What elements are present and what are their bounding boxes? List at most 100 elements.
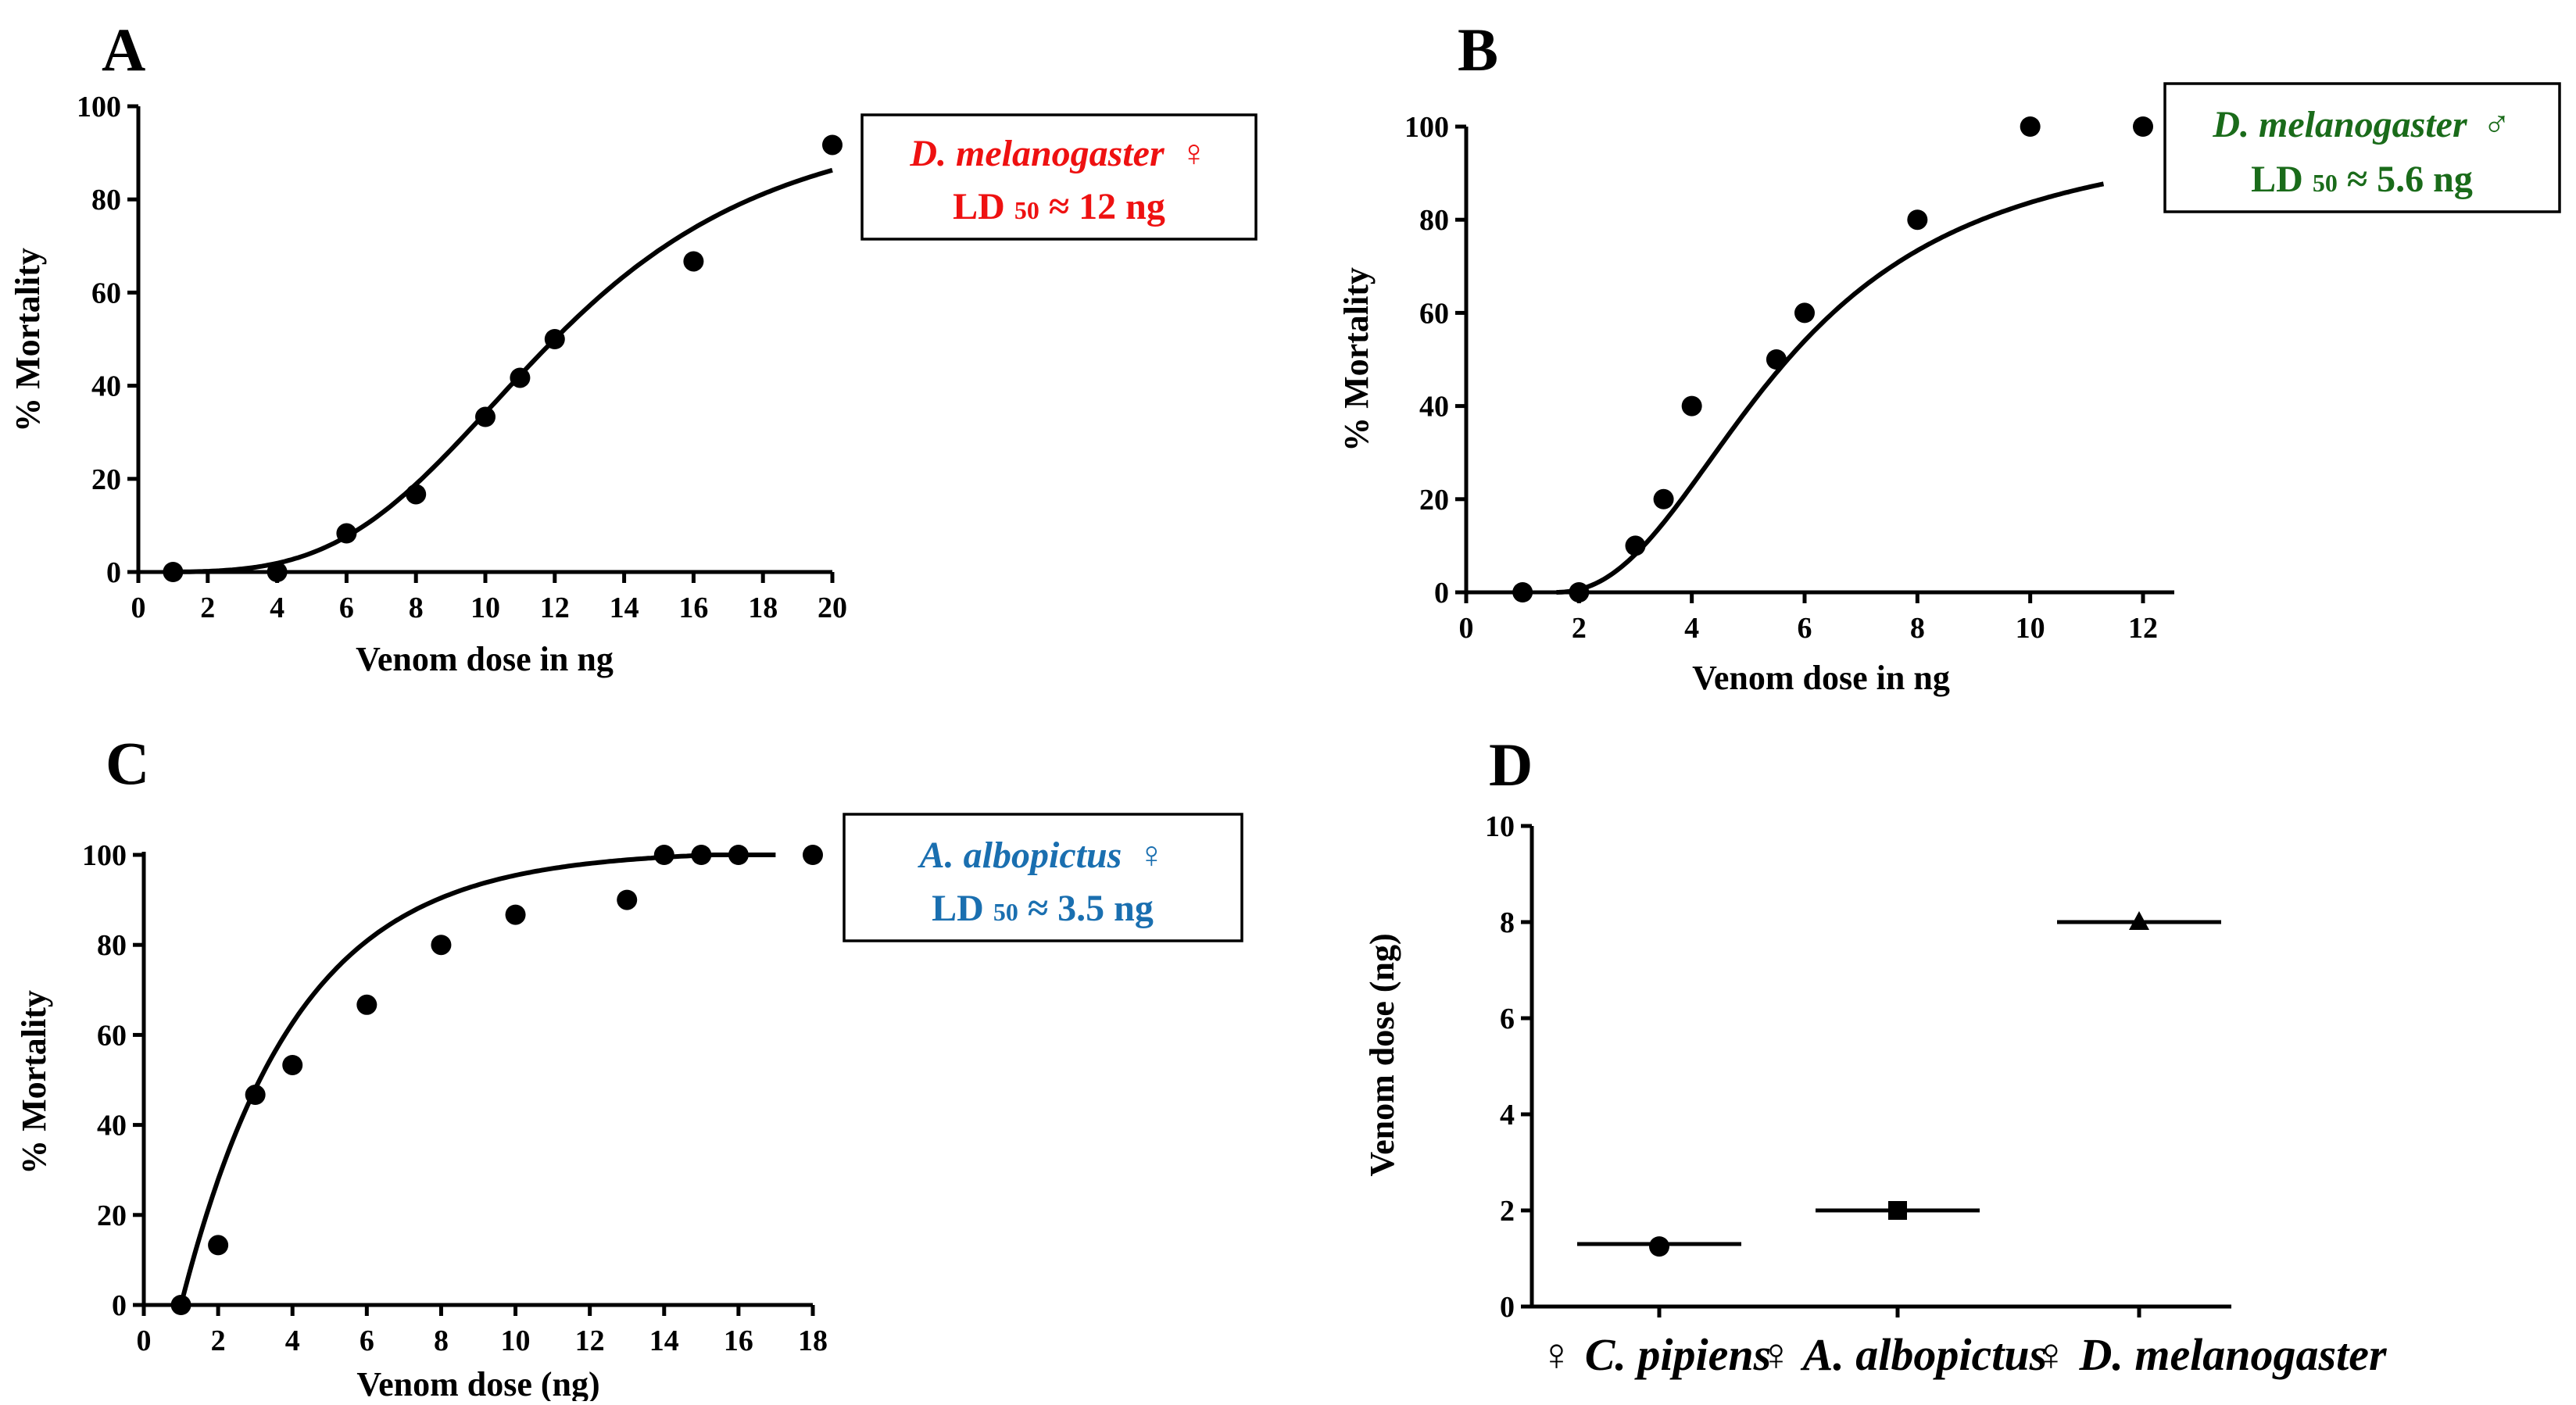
x-axis-label-b: Venom dose in ng (1692, 659, 1950, 697)
y-tick-label-d-4: 8 (1500, 906, 1515, 939)
legend-ld-prefix-c: LD (932, 888, 984, 929)
y-tick-label-c-2: 40 (97, 1110, 127, 1142)
category-label-d-0: ♀ C. pipiens (1540, 1329, 1772, 1380)
points-b (1512, 116, 2153, 602)
data-point-c-2 (245, 1085, 266, 1106)
x-tick-label-b-5: 10 (2016, 612, 2045, 645)
legend-box-c (843, 813, 1243, 942)
y-tick-label-b-1: 20 (1419, 484, 1449, 517)
y-tick-label-d-5: 10 (1485, 810, 1515, 843)
legend-species-name-c: A. albopictus (918, 835, 1122, 876)
data-point-a-1 (267, 562, 288, 582)
ticks-d: 0 2 4 6 8 10 (1485, 810, 2141, 1324)
y-tick-label-d-1: 2 (1500, 1195, 1515, 1228)
y-tick-label-c-1: 20 (97, 1199, 127, 1232)
x-axis-label-c: Venom dose (ng) (356, 1365, 599, 1401)
x-tick-label-c-6: 12 (575, 1325, 605, 1357)
y-tick-label-b-3: 60 (1419, 297, 1449, 330)
data-point-a-0 (163, 562, 184, 582)
legend-b: D. melanogaster ♂ LD 50 ≈ 5.6 ng (2163, 82, 2561, 213)
data-point-d-0 (1649, 1236, 1669, 1257)
x-tick-label-c-2: 4 (285, 1325, 300, 1357)
y-tick-label-b-2: 40 (1419, 391, 1449, 424)
legend-species-name-b: D. melanogaster (2212, 104, 2468, 145)
panel-letter-d: D (1489, 731, 1533, 799)
x-tick-label-b-2: 4 (1684, 612, 1699, 645)
data-point-c-10 (728, 845, 749, 865)
data-point-a-7 (683, 251, 704, 272)
y-tick-label-d-0: 0 (1500, 1291, 1515, 1324)
data-point-b-1 (1569, 582, 1590, 602)
x-tick-label-c-4: 8 (434, 1325, 449, 1357)
legend-ld-value-b: ≈ 5.6 ng (2347, 159, 2473, 200)
panel-b: B 0 20 40 60 80 100 0 2 4 6 8 10 12 Venom dose in ng… (1337, 16, 2561, 697)
legend-species-a: D. melanogaster ♀ (909, 133, 1208, 174)
legend-ld-value-a: ≈ 12 ng (1049, 186, 1165, 227)
legend-sex-symbol-a: ♀ (1180, 133, 1208, 174)
data-point-b-9 (2133, 116, 2153, 137)
legend-a: D. melanogaster ♀ LD 50 ≈ 12 ng (860, 113, 1258, 241)
x-tick-label-c-0: 0 (137, 1325, 152, 1357)
y-tick-label-a-1: 20 (91, 463, 121, 496)
y-tick-label-b-0: 0 (1434, 577, 1449, 610)
legend-box-b (2163, 82, 2561, 213)
data-point-d-2 (2129, 911, 2149, 930)
data-point-a-3 (406, 484, 427, 505)
legend-sex-symbol-c: ♀ (1137, 835, 1165, 876)
ticks-b: 0 20 40 60 80 100 0 2 4 6 8 10 12 (1404, 111, 2158, 645)
data-point-a-8 (822, 134, 843, 156)
x-axis-label-a: Venom dose in ng (356, 640, 614, 678)
x-tick-label-a-6: 12 (540, 592, 570, 624)
fit-curve-a (173, 167, 833, 574)
categories-d: ♀ C. pipiens♀ A. albopictus♀ D. melanoga… (1540, 1329, 2387, 1380)
legend-c: A. albopictus ♀ LD 50 ≈ 3.5 ng (843, 813, 1243, 942)
y-tick-label-c-5: 100 (82, 839, 127, 872)
data-point-c-5 (431, 935, 452, 956)
x-tick-label-c-9: 18 (798, 1325, 828, 1357)
x-tick-label-a-3: 6 (339, 592, 354, 624)
legend-sex-symbol-b: ♂ (2483, 104, 2511, 145)
points-c (170, 845, 823, 1315)
panel-letter-b: B (1458, 16, 1498, 84)
y-tick-label-c-0: 0 (112, 1289, 127, 1322)
data-point-c-11 (803, 845, 823, 865)
y-axis-label-c: % Mortality (15, 990, 53, 1174)
data-point-c-8 (653, 845, 674, 865)
x-tick-label-a-8: 16 (678, 592, 708, 624)
data-point-c-7 (617, 889, 638, 910)
data-point-b-6 (1794, 302, 1815, 324)
legend-species-name-a: D. melanogaster (909, 133, 1165, 174)
fit-curve-c (180, 853, 776, 1299)
points-a (163, 134, 843, 582)
y-tick-label-b-4: 80 (1419, 204, 1449, 237)
y-tick-label-a-2: 40 (91, 370, 121, 403)
legend-box-a (860, 113, 1258, 241)
data-point-c-1 (208, 1235, 229, 1256)
y-tick-label-a-3: 60 (91, 277, 121, 309)
legend-ld-prefix-b: LD (2251, 159, 2303, 200)
data-point-c-4 (356, 994, 377, 1015)
legend-ld-sub-c: 50 (993, 898, 1018, 926)
y-axis-label-d: Venom dose (ng) (1363, 933, 1401, 1176)
legend-species-c: A. albopictus ♀ (918, 835, 1166, 876)
x-tick-label-c-1: 2 (211, 1325, 226, 1357)
legend-ld50-b: LD 50 ≈ 5.6 ng (2251, 159, 2473, 200)
points-d (1649, 911, 2149, 1257)
data-point-c-3 (282, 1054, 303, 1075)
data-point-a-2 (336, 523, 357, 544)
x-tick-label-a-1: 2 (200, 592, 215, 624)
panel-letter-c: C (106, 729, 149, 797)
means-d (1577, 920, 2221, 1246)
category-label-d-2: ♀ D. melanogaster (2034, 1329, 2387, 1380)
data-point-c-0 (170, 1295, 191, 1315)
x-tick-label-b-1: 2 (1572, 612, 1587, 645)
y-tick-label-b-5: 100 (1404, 111, 1449, 144)
data-point-a-5 (510, 367, 531, 388)
legend-ld-prefix-a: LD (953, 186, 1005, 227)
data-point-b-4 (1681, 395, 1702, 416)
data-point-c-9 (691, 845, 712, 865)
y-tick-label-a-0: 0 (106, 556, 121, 589)
panel-a: A 0 20 40 60 80 100 0 2 4 6 8 10 12 14 16 18 20 Venom do… (9, 16, 1258, 678)
